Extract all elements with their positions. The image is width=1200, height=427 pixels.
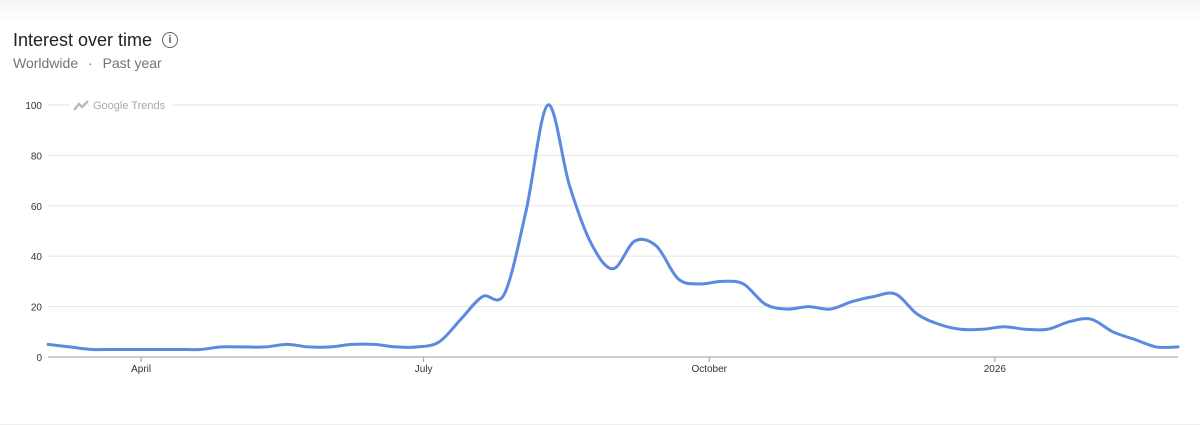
y-tick-label: 80: [31, 151, 43, 162]
google-trends-watermark: Google Trends: [70, 97, 172, 113]
watermark-text: Google Trends: [93, 100, 166, 112]
separator: ·: [88, 55, 93, 71]
x-tick-label: 2026: [984, 364, 1007, 375]
y-tick-label: 20: [31, 303, 43, 314]
divider: [0, 424, 1200, 425]
trends-logo-icon: [73, 100, 89, 111]
y-tick-label: 60: [31, 202, 43, 213]
top-shade: [0, 0, 1200, 22]
y-tick-label: 40: [31, 252, 43, 263]
info-icon[interactable]: i: [162, 32, 178, 48]
region-label[interactable]: Worldwide: [13, 55, 79, 71]
x-tick-label: July: [415, 364, 433, 375]
y-tick-label: 100: [25, 101, 42, 112]
subtitle: Worldwide · Past year: [13, 55, 162, 71]
page-title: Interest over time: [13, 30, 153, 50]
period-label[interactable]: Past year: [102, 55, 162, 71]
y-tick-label: 0: [36, 353, 42, 364]
series-line: [46, 103, 1180, 352]
x-tick-label: April: [131, 364, 151, 375]
x-tick-label: October: [691, 364, 727, 375]
